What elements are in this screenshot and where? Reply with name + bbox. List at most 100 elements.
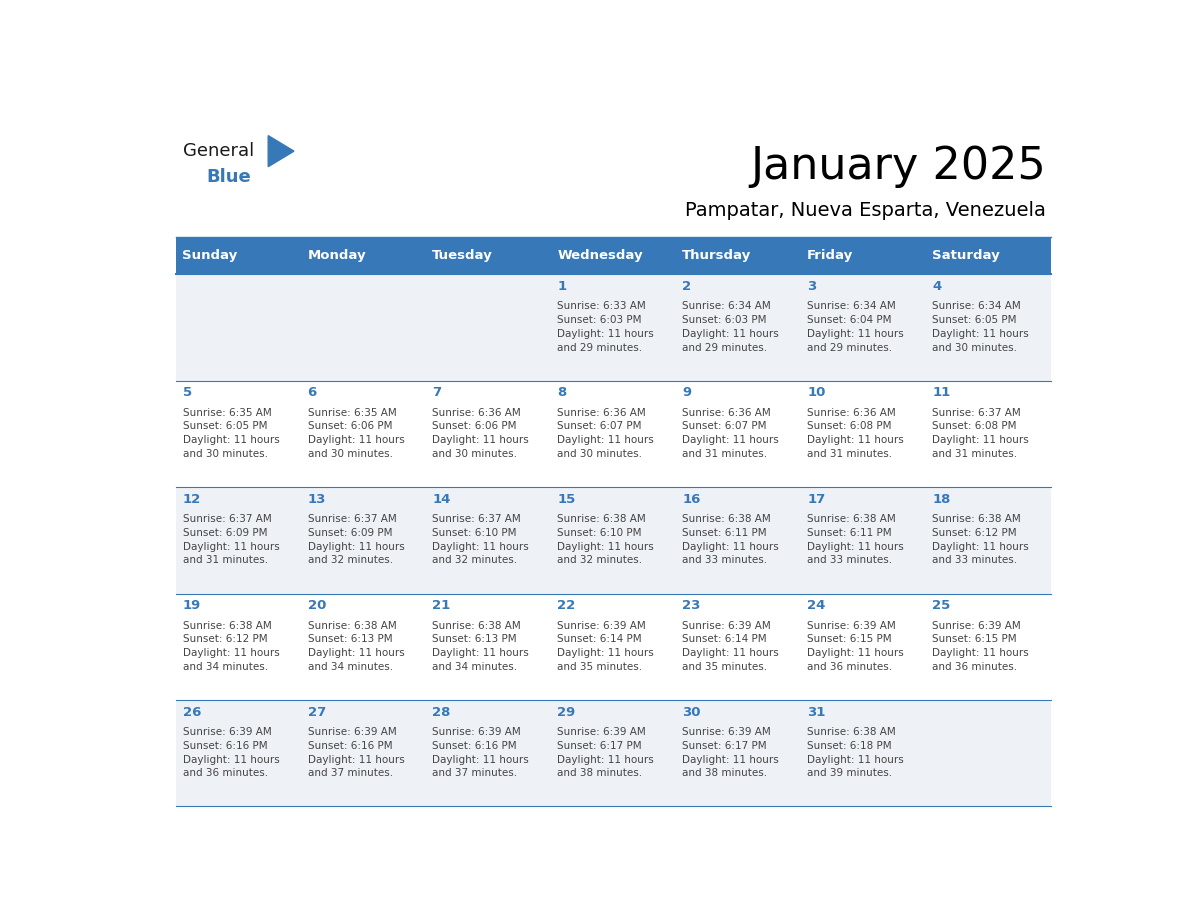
Text: 28: 28 — [432, 706, 450, 719]
Text: Sunset: 6:06 PM: Sunset: 6:06 PM — [308, 421, 392, 431]
Text: Sunset: 6:10 PM: Sunset: 6:10 PM — [432, 528, 517, 538]
Text: Sunrise: 6:37 AM: Sunrise: 6:37 AM — [308, 514, 397, 524]
Text: Daylight: 11 hours: Daylight: 11 hours — [808, 435, 904, 445]
Text: and 36 minutes.: and 36 minutes. — [183, 768, 267, 778]
Text: Daylight: 11 hours: Daylight: 11 hours — [808, 648, 904, 658]
Text: Sunset: 6:08 PM: Sunset: 6:08 PM — [808, 421, 892, 431]
Text: 18: 18 — [933, 493, 950, 506]
Text: and 36 minutes.: and 36 minutes. — [808, 662, 892, 672]
Bar — [301, 700, 426, 806]
Text: 4: 4 — [933, 280, 942, 293]
Text: 10: 10 — [808, 386, 826, 399]
Text: Sunrise: 6:33 AM: Sunrise: 6:33 AM — [557, 301, 646, 311]
Text: Sunset: 6:05 PM: Sunset: 6:05 PM — [933, 315, 1017, 325]
Text: Sunset: 6:14 PM: Sunset: 6:14 PM — [682, 634, 767, 644]
Text: and 32 minutes.: and 32 minutes. — [308, 555, 393, 565]
Bar — [301, 594, 426, 700]
Text: Sunrise: 6:39 AM: Sunrise: 6:39 AM — [808, 621, 896, 631]
Text: Sunrise: 6:39 AM: Sunrise: 6:39 AM — [308, 727, 397, 737]
Bar — [801, 700, 925, 806]
Bar — [925, 381, 1051, 487]
Text: Pampatar, Nueva Esparta, Venezuela: Pampatar, Nueva Esparta, Venezuela — [685, 201, 1047, 220]
Bar — [801, 274, 925, 381]
Text: 13: 13 — [308, 493, 326, 506]
Bar — [801, 381, 925, 487]
Text: Sunset: 6:03 PM: Sunset: 6:03 PM — [682, 315, 767, 325]
Text: 15: 15 — [557, 493, 576, 506]
Text: Sunset: 6:09 PM: Sunset: 6:09 PM — [183, 528, 267, 538]
Text: 7: 7 — [432, 386, 442, 399]
Text: 19: 19 — [183, 599, 201, 612]
Text: and 30 minutes.: and 30 minutes. — [308, 449, 392, 459]
Text: and 34 minutes.: and 34 minutes. — [183, 662, 267, 672]
Text: Friday: Friday — [807, 250, 853, 263]
Text: Sunrise: 6:38 AM: Sunrise: 6:38 AM — [557, 514, 646, 524]
Text: 1: 1 — [557, 280, 567, 293]
Text: 14: 14 — [432, 493, 450, 506]
Text: and 39 minutes.: and 39 minutes. — [808, 768, 892, 778]
Bar — [551, 381, 676, 487]
Text: 27: 27 — [308, 706, 326, 719]
Text: Sunrise: 6:39 AM: Sunrise: 6:39 AM — [183, 727, 271, 737]
Text: 9: 9 — [682, 386, 691, 399]
Text: Daylight: 11 hours: Daylight: 11 hours — [557, 755, 655, 765]
Polygon shape — [268, 136, 293, 167]
Text: Daylight: 11 hours: Daylight: 11 hours — [432, 542, 529, 552]
Text: and 32 minutes.: and 32 minutes. — [557, 555, 643, 565]
Text: Sunrise: 6:34 AM: Sunrise: 6:34 AM — [808, 301, 896, 311]
Text: 16: 16 — [682, 493, 701, 506]
Bar — [551, 594, 676, 700]
Bar — [676, 274, 801, 381]
Text: Sunset: 6:07 PM: Sunset: 6:07 PM — [682, 421, 767, 431]
Text: 21: 21 — [432, 599, 450, 612]
Bar — [925, 700, 1051, 806]
Text: 25: 25 — [933, 599, 950, 612]
Text: 24: 24 — [808, 599, 826, 612]
Text: Daylight: 11 hours: Daylight: 11 hours — [308, 435, 404, 445]
Text: Sunset: 6:16 PM: Sunset: 6:16 PM — [183, 741, 267, 751]
Text: Daylight: 11 hours: Daylight: 11 hours — [557, 648, 655, 658]
Text: Daylight: 11 hours: Daylight: 11 hours — [183, 435, 279, 445]
Text: Sunrise: 6:39 AM: Sunrise: 6:39 AM — [682, 621, 771, 631]
Text: Sunrise: 6:39 AM: Sunrise: 6:39 AM — [933, 621, 1020, 631]
Bar — [551, 274, 676, 381]
Text: Daylight: 11 hours: Daylight: 11 hours — [933, 329, 1029, 339]
Text: 17: 17 — [808, 493, 826, 506]
Text: 20: 20 — [308, 599, 326, 612]
Text: Sunrise: 6:34 AM: Sunrise: 6:34 AM — [933, 301, 1020, 311]
Text: and 31 minutes.: and 31 minutes. — [183, 555, 267, 565]
Text: Daylight: 11 hours: Daylight: 11 hours — [557, 329, 655, 339]
Text: Sunrise: 6:38 AM: Sunrise: 6:38 AM — [432, 621, 522, 631]
Bar — [301, 487, 426, 594]
Text: Sunset: 6:15 PM: Sunset: 6:15 PM — [933, 634, 1017, 644]
Text: Sunset: 6:08 PM: Sunset: 6:08 PM — [933, 421, 1017, 431]
Text: and 33 minutes.: and 33 minutes. — [682, 555, 767, 565]
Text: Sunrise: 6:37 AM: Sunrise: 6:37 AM — [432, 514, 522, 524]
Text: and 34 minutes.: and 34 minutes. — [432, 662, 518, 672]
Text: Sunrise: 6:39 AM: Sunrise: 6:39 AM — [432, 727, 522, 737]
Text: Sunrise: 6:38 AM: Sunrise: 6:38 AM — [183, 621, 271, 631]
Bar — [925, 487, 1051, 594]
Text: Daylight: 11 hours: Daylight: 11 hours — [933, 435, 1029, 445]
Text: Sunset: 6:10 PM: Sunset: 6:10 PM — [557, 528, 642, 538]
Text: Wednesday: Wednesday — [557, 250, 643, 263]
Text: 22: 22 — [557, 599, 576, 612]
Text: Sunset: 6:04 PM: Sunset: 6:04 PM — [808, 315, 892, 325]
Text: Sunrise: 6:38 AM: Sunrise: 6:38 AM — [808, 514, 896, 524]
Bar — [551, 487, 676, 594]
Text: Sunrise: 6:34 AM: Sunrise: 6:34 AM — [682, 301, 771, 311]
Text: and 31 minutes.: and 31 minutes. — [808, 449, 892, 459]
Text: and 30 minutes.: and 30 minutes. — [557, 449, 643, 459]
Text: 3: 3 — [808, 280, 816, 293]
Bar — [801, 487, 925, 594]
Bar — [925, 238, 1051, 274]
Text: Sunrise: 6:37 AM: Sunrise: 6:37 AM — [933, 408, 1020, 418]
Text: Sunrise: 6:36 AM: Sunrise: 6:36 AM — [808, 408, 896, 418]
Text: and 29 minutes.: and 29 minutes. — [682, 342, 767, 353]
Text: 30: 30 — [682, 706, 701, 719]
Text: Sunset: 6:05 PM: Sunset: 6:05 PM — [183, 421, 267, 431]
Text: and 30 minutes.: and 30 minutes. — [432, 449, 518, 459]
Text: and 31 minutes.: and 31 minutes. — [682, 449, 767, 459]
Text: 31: 31 — [808, 706, 826, 719]
Text: Daylight: 11 hours: Daylight: 11 hours — [432, 648, 529, 658]
